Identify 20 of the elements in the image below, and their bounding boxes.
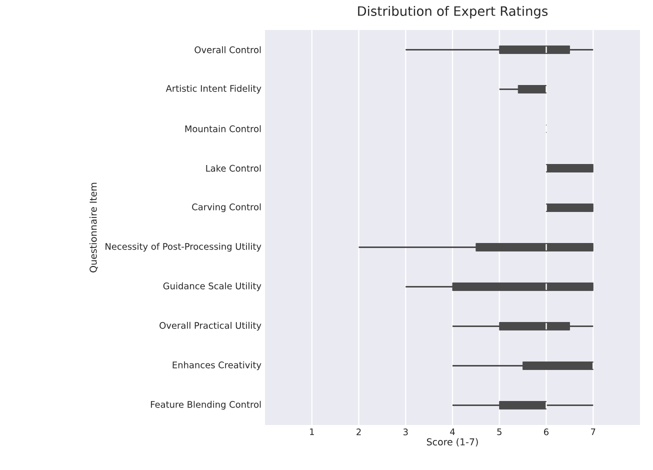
y-tick-label: Carving Control [192, 203, 261, 212]
x-tick-label: 4 [450, 428, 455, 436]
y-tick-label: Feature Blending Control [150, 400, 261, 410]
y-tick-label: Overall Control [194, 46, 261, 54]
y-axis-title: Questionnaire Item [89, 182, 98, 272]
y-tick-label: Lake Control [206, 164, 261, 172]
chart-title: Distribution of Expert Ratings [358, 6, 548, 18]
x-tick-label: 7 [591, 428, 596, 436]
x-tick-label: 1 [310, 428, 314, 436]
x-tick-label: 3 [403, 428, 408, 436]
x-tick-label: 2 [356, 428, 361, 436]
y-tick-label: Necessity of Post-Processing Utility [106, 242, 262, 252]
y-tick-label: Artistic Intent Fidelity [166, 84, 262, 94]
y-tick-label: Enhances Creativity [172, 361, 262, 370]
x-tick-label: 6 [544, 428, 549, 436]
x-tick-label: 5 [497, 428, 502, 436]
y-tick-label: Guidance Scale Utility [163, 282, 262, 292]
y-tick-label: Overall Practical Utility [160, 322, 262, 331]
x-axis-title: Score (1-7) [426, 438, 478, 447]
y-tick-label: Mountain Control [185, 125, 261, 132]
